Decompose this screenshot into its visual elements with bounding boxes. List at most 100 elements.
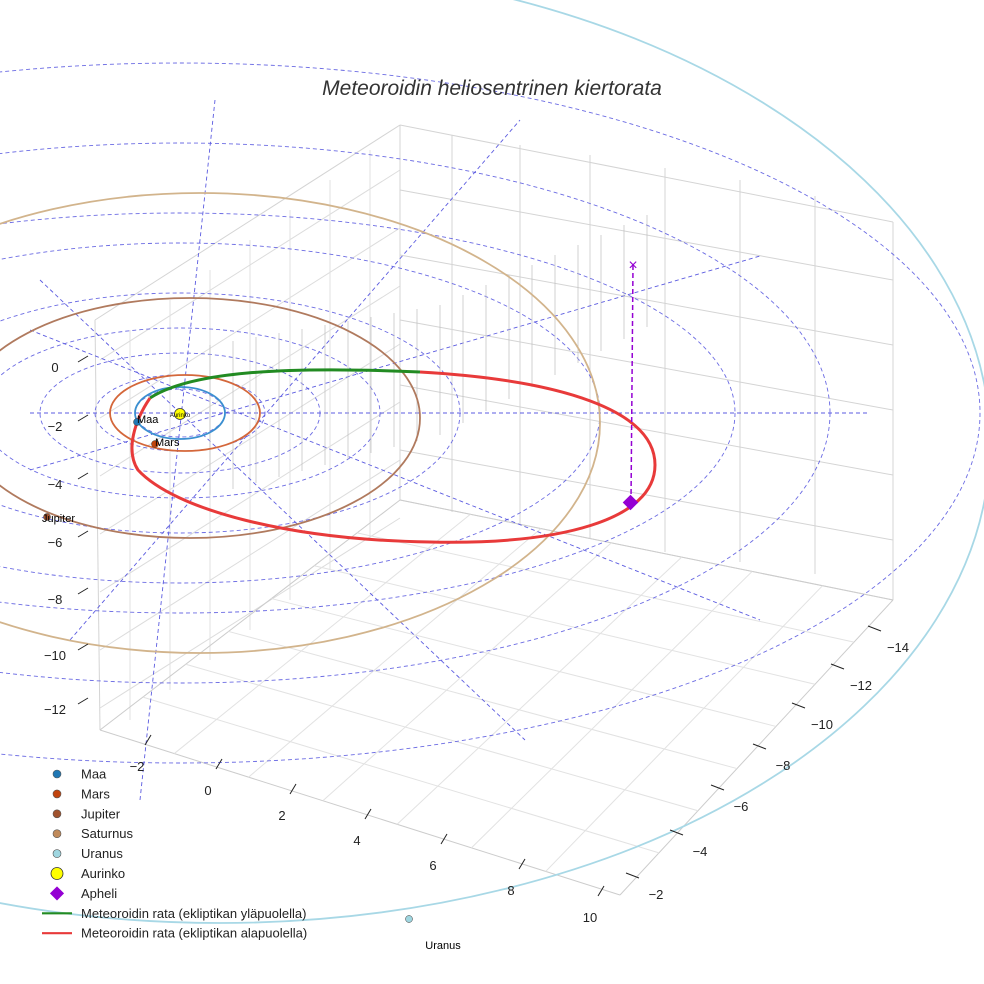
aphelion-drop-line (630, 264, 634, 503)
grid-line-left-wall (94, 124, 401, 321)
z-tick-mark (867, 625, 882, 632)
axis-ticks: 0 −2 −4 −6 −8 −10 −12 −2 0 2 4 6 8 10 −14 −12 −10 −8 −6 −4 −… (44, 355, 909, 925)
planet-label-uranus: Uranus (425, 940, 461, 952)
grid-line-floor (322, 542, 612, 802)
y-tick-mark (77, 414, 89, 422)
markers: × Maa Mars Jupiter Uranus Aurinko (42, 257, 639, 952)
y-tick-mark (77, 643, 89, 651)
y-tick-mark (77, 697, 89, 705)
y-tick-label: 0 (51, 360, 58, 375)
y-tick-label: −8 (48, 592, 63, 607)
grid-line-floor (142, 696, 660, 854)
z-tick-label: −14 (887, 640, 909, 655)
ecliptic-spoke (29, 329, 761, 621)
grid-line-floor-edge (99, 729, 621, 896)
legend-label: Maa (81, 767, 107, 782)
z-tick-mark (669, 829, 684, 836)
meteoroid-orbit-below-ecliptic (130, 370, 657, 544)
drop-lines (209, 215, 648, 495)
grid-line-floor (185, 663, 699, 812)
z-tick-label: −8 (776, 758, 791, 773)
planet-marker-maa (133, 418, 141, 426)
x-tick-mark (364, 808, 372, 820)
y-tick-label: −4 (48, 477, 63, 492)
orbit-saturnus (0, 192, 601, 654)
legend-symbol-uranus (52, 849, 62, 858)
z-tick-label: −2 (649, 887, 664, 902)
ecliptic-ring (0, 62, 981, 764)
sun-marker (174, 408, 186, 420)
planet-marker-jupiter (43, 513, 51, 521)
x-tick-label: 8 (507, 883, 514, 898)
z-tick-mark (625, 872, 640, 879)
z-tick-label: −6 (734, 799, 749, 814)
x-tick-mark (144, 734, 152, 746)
legend-symbol-jupiter (52, 809, 62, 819)
aphelion-projection-marker: × (628, 257, 637, 274)
box-grid (94, 124, 894, 896)
z-tick-mark (830, 663, 845, 670)
legend: Maa Mars Jupiter Saturnus Uranus Aurinko Aphel… (42, 767, 307, 941)
legend-label: Uranus (81, 846, 123, 861)
x-tick-mark (215, 758, 223, 770)
legend-label: Apheli (81, 886, 117, 901)
orbit-mars (109, 374, 261, 452)
legend-symbol-maa (52, 769, 62, 779)
grid-line-floor (248, 528, 542, 778)
z-tick-label: −4 (693, 844, 708, 859)
y-tick-label: −10 (44, 648, 66, 663)
y-tick-mark (77, 472, 89, 480)
x-tick-mark (440, 833, 448, 845)
planet-label-jupiter: Jupiter (42, 513, 75, 525)
y-tick-mark (77, 587, 89, 595)
legend-label: Aurinko (81, 866, 125, 881)
grid-line-floor-edge (619, 599, 894, 896)
legend-symbol-aurinko (50, 867, 64, 880)
legend-label: Saturnus (81, 826, 134, 841)
planet-label-maa: Maa (137, 414, 159, 426)
grid-line-left-wall (94, 319, 101, 731)
legend-symbol-apheli (49, 886, 65, 901)
planet-marker-uranus (405, 915, 413, 923)
z-tick-mark (791, 702, 806, 709)
legend-label: Meteoroidin rata (ekliptikan alapuolella… (81, 926, 307, 941)
z-tick-label: −10 (811, 717, 833, 732)
grid-line-back-horizontal (399, 254, 894, 346)
grid-line-floor (173, 513, 471, 754)
grid-line-floor (357, 532, 855, 643)
aphelion-marker (622, 494, 639, 511)
x-tick-mark (518, 858, 526, 870)
chart-title: Meteoroidin heliosentrinen kiertorata (322, 77, 662, 100)
grid-line-back-horizontal (399, 189, 894, 281)
planet-label-mars: Mars (155, 437, 180, 449)
legend-symbol-saturnus (52, 829, 62, 839)
y-tick-label: −6 (48, 535, 63, 550)
meteoroid-orbit-above-ecliptic (149, 368, 421, 400)
grid-line-floor (271, 598, 777, 727)
grid-line-back-horizontal (399, 124, 894, 223)
legend-symbol-mars (52, 789, 62, 799)
planet-marker-mars (151, 440, 159, 448)
x-tick-label: 6 (429, 858, 436, 873)
orbit-maa (134, 386, 226, 440)
grid-line-floor-edge (399, 499, 894, 601)
legend-label: Jupiter (81, 806, 121, 821)
z-tick-mark (752, 743, 767, 750)
legend-label: Mars (81, 786, 110, 801)
y-tick-mark (77, 355, 89, 363)
grid-line-back-horizontal (399, 319, 894, 411)
ecliptic-spoke (69, 119, 521, 641)
orbit-uranus (0, 0, 984, 924)
ecliptic-ring (0, 212, 736, 614)
y-tick-label: −12 (44, 702, 66, 717)
planet-orbits (0, 0, 984, 924)
x-tick-mark (289, 783, 297, 795)
sun-label: Aurinko (170, 413, 191, 419)
grid-line-back-horizontal (399, 449, 894, 541)
x-tick-label: −2 (130, 759, 145, 774)
grid-line-floor (545, 585, 823, 872)
grid-line-back-horizontal (399, 384, 894, 476)
x-tick-label: 2 (278, 808, 285, 823)
meteoroid-orbit (130, 368, 657, 544)
